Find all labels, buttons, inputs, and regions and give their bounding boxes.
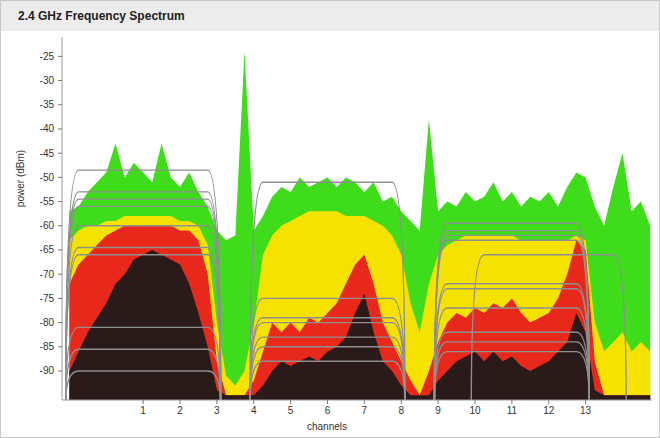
network-curve — [250, 323, 405, 400]
y-tick — [58, 201, 62, 202]
y-axis-title: power (dBm) — [15, 150, 26, 207]
x-tick-label: 12 — [543, 405, 555, 416]
x-tick-label: 7 — [362, 405, 368, 416]
x-tick-label: 4 — [251, 405, 257, 416]
y-tick-label: -65 — [40, 244, 55, 255]
x-tick-label: 2 — [177, 405, 183, 416]
network-curve — [250, 318, 405, 400]
x-tick — [216, 400, 217, 404]
y-tick — [58, 128, 62, 129]
spectrum-area — [69, 250, 650, 400]
network-curve — [471, 255, 626, 400]
chart: 2.4 GHz Frequency Spectrum -25 -30 -35 -40 -4… — [0, 0, 660, 438]
network-curve — [434, 289, 589, 400]
x-tick — [253, 400, 254, 404]
network-curve — [434, 308, 589, 400]
background — [1, 1, 660, 438]
x-tick-label: 3 — [214, 405, 220, 416]
x-tick-label: 8 — [398, 405, 404, 416]
x-tick-label: 11 — [507, 405, 518, 416]
network-curve — [66, 170, 221, 400]
y-tick-label: -35 — [40, 99, 55, 110]
y-tick — [58, 370, 62, 371]
y-tick — [58, 322, 62, 323]
plot-area — [66, 52, 651, 401]
x-axis-title: channels — [307, 421, 347, 432]
spectrum-area — [69, 226, 650, 400]
y-tick — [58, 225, 62, 226]
x-tick-label: 6 — [325, 405, 331, 416]
y-tick-label: -45 — [40, 148, 55, 159]
y-tick-label: -50 — [40, 172, 55, 183]
x-tick-label: 13 — [580, 405, 592, 416]
x-tick — [511, 400, 512, 404]
y-tick-label: -30 — [40, 75, 55, 86]
y-tick-label: -60 — [40, 220, 55, 231]
x-tick — [180, 400, 181, 404]
y-tick-label: -80 — [40, 317, 55, 328]
x-tick — [364, 400, 365, 404]
network-curve — [66, 206, 221, 400]
network-curve — [434, 231, 589, 400]
y-tick — [58, 153, 62, 154]
y-axis-line — [62, 37, 63, 400]
y-tick-label: -70 — [40, 269, 55, 280]
x-axis-line — [62, 400, 652, 401]
y-tick — [58, 104, 62, 105]
network-curve — [434, 284, 589, 400]
y-tick-label: -75 — [40, 293, 55, 304]
network-curve — [66, 349, 221, 400]
network-curve — [434, 240, 589, 400]
y-tick — [58, 274, 62, 275]
network-curve — [66, 199, 221, 400]
network-curve — [250, 347, 405, 400]
title: 2.4 GHz Frequency Spectrum — [18, 9, 185, 23]
y-tick — [58, 346, 62, 347]
y-tick-label: -40 — [40, 123, 55, 134]
x-tick-label: 10 — [469, 405, 481, 416]
network-curve — [66, 371, 221, 400]
x-tick — [585, 400, 586, 404]
network-curve — [250, 361, 405, 400]
network-curve — [434, 332, 589, 400]
y-tick — [58, 80, 62, 81]
x-tick — [327, 400, 328, 404]
x-tick-label: 1 — [140, 405, 146, 416]
network-curve — [434, 342, 589, 400]
network-curve — [66, 248, 221, 401]
network-curve — [250, 298, 405, 400]
y-tick — [58, 177, 62, 178]
title-bar — [1, 1, 659, 31]
network-curve — [434, 223, 589, 400]
network-curve — [66, 192, 221, 400]
network-curve — [250, 337, 405, 400]
y-tick — [58, 56, 62, 57]
y-tick — [58, 249, 62, 250]
x-tick — [290, 400, 291, 404]
x-tick — [548, 400, 549, 404]
network-curve — [434, 235, 589, 400]
network-curve — [250, 182, 405, 400]
x-tick-label: 5 — [288, 405, 294, 416]
x-tick-label: 9 — [435, 405, 441, 416]
x-tick — [475, 400, 476, 404]
network-curve — [434, 352, 589, 400]
y-tick — [58, 298, 62, 299]
y-tick-label: -25 — [40, 51, 55, 62]
network-curve — [66, 226, 221, 400]
x-tick — [401, 400, 402, 404]
network-curve — [66, 327, 221, 400]
y-tick-label: -90 — [40, 365, 55, 376]
x-tick — [143, 400, 144, 404]
x-tick — [438, 400, 439, 404]
network-curve — [66, 255, 221, 400]
y-tick-label: -85 — [40, 341, 55, 352]
y-tick-label: -55 — [40, 196, 55, 207]
